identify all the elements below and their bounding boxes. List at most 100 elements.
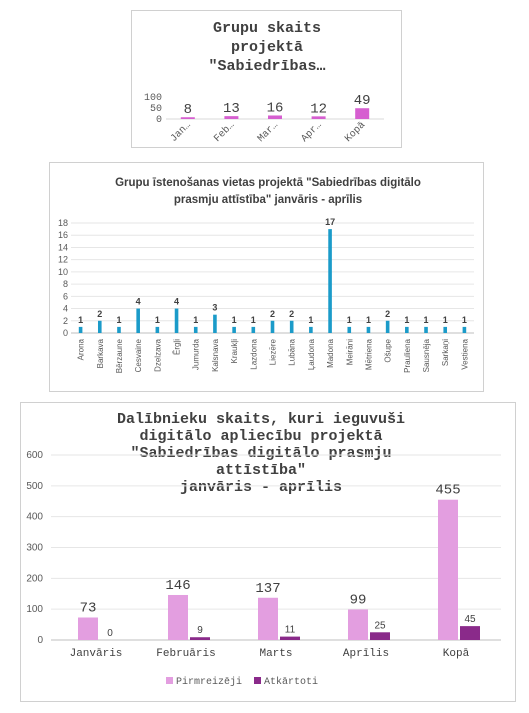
x-tick-label: Ērgļi — [173, 339, 182, 355]
bar — [405, 326, 409, 333]
bar — [289, 320, 294, 333]
bar-pirmreizeji — [348, 609, 368, 640]
bar-atkartoti — [280, 636, 300, 640]
bar — [78, 326, 83, 333]
data-label: 12 — [310, 101, 327, 117]
y-tick-label: 300 — [26, 543, 43, 554]
data-label: 2 — [270, 309, 275, 319]
y-tick-label: 0 — [156, 115, 162, 126]
chart-title-line: Grupu skaits — [213, 20, 321, 37]
data-label: 137 — [255, 581, 280, 597]
x-tick-label: Madona — [326, 338, 335, 367]
legend-label: Pirmreizēji — [176, 676, 242, 688]
bar-pirmreizeji — [438, 499, 458, 640]
bar — [251, 326, 256, 333]
bar-pirmreizeji — [258, 597, 278, 640]
bar — [232, 326, 236, 333]
x-tick-label: Meirāni — [345, 339, 354, 365]
x-tick-label: Kraukļi — [230, 339, 239, 364]
bar — [443, 326, 448, 333]
chart-group-locations-svg: Grupu īstenošanas vietas projektā "Sabie… — [58, 177, 474, 373]
x-tick-label: Dzelzava — [153, 338, 162, 371]
x-tick-label: Kalsnava — [211, 338, 220, 371]
bar — [117, 326, 121, 333]
data-label: 17 — [325, 217, 335, 227]
data-label: 11 — [285, 625, 296, 636]
y-tick-label: 14 — [58, 242, 68, 252]
x-tick-label: Jan… — [169, 120, 194, 145]
x-tick-label: Janvāris — [70, 648, 123, 660]
bar-pirmreizeji — [78, 617, 98, 640]
data-label: 1 — [155, 315, 160, 325]
x-tick-label: Mētriena — [364, 338, 373, 370]
data-label: 1 — [443, 315, 448, 325]
bar-atkartoti — [190, 637, 210, 640]
bar — [97, 320, 102, 333]
y-tick-label: 6 — [63, 291, 68, 301]
y-tick-label: 500 — [26, 481, 43, 492]
chart-title-line: Dalībnieku skaits, kuri ieguvuši — [117, 411, 405, 428]
bar — [424, 326, 428, 333]
chart-title-line: "Sabiedrības digitālo prasmju — [130, 445, 391, 462]
data-label: 25 — [374, 620, 386, 631]
legend-swatch — [254, 677, 261, 684]
x-tick-label: Liezēre — [269, 338, 278, 365]
y-tick-label: 200 — [26, 573, 43, 584]
data-label: 45 — [464, 614, 476, 625]
bar — [385, 320, 390, 333]
bar — [180, 117, 195, 119]
data-label: 2 — [385, 309, 390, 319]
y-tick-label: 0 — [63, 328, 68, 338]
data-label: 455 — [435, 483, 460, 499]
bar — [366, 326, 371, 333]
bar — [328, 229, 332, 333]
bar — [136, 308, 140, 333]
data-label: 1 — [308, 315, 313, 325]
y-tick-label: 100 — [26, 604, 43, 615]
x-tick-label: Ošupe — [384, 338, 393, 362]
legend-label: Atkārtoti — [264, 676, 318, 688]
bar — [213, 314, 217, 333]
data-label: 8 — [184, 102, 192, 118]
chart-title-line: Grupu īstenošanas vietas projektā "Sabie… — [115, 177, 421, 189]
data-label: 0 — [107, 628, 113, 639]
data-label: 1 — [404, 315, 409, 325]
y-tick-label: 50 — [150, 104, 162, 115]
x-tick-label: Vestiena — [460, 338, 469, 369]
data-label: 99 — [350, 592, 367, 608]
data-label: 49 — [354, 93, 371, 109]
bar — [155, 326, 160, 333]
x-tick-label: Barkava — [96, 338, 105, 368]
x-tick-label: Aprīlis — [343, 648, 389, 660]
chart-title-line: "Sabiedrības… — [208, 58, 325, 75]
data-label: 13 — [223, 101, 240, 117]
data-label: 73 — [80, 600, 97, 616]
x-tick-label: Sarkaņi — [441, 339, 450, 366]
data-label: 1 — [366, 315, 371, 325]
bar — [193, 326, 198, 333]
bar — [268, 115, 282, 119]
data-label: 16 — [267, 100, 284, 116]
chart-title-line: projektā — [231, 39, 303, 56]
x-tick-label: Apr… — [300, 120, 325, 145]
x-tick-label: Kopā — [443, 648, 470, 660]
y-tick-label: 16 — [58, 230, 68, 240]
y-tick-label: 600 — [26, 450, 43, 461]
bar-atkartoti — [370, 632, 390, 640]
bar — [462, 326, 467, 333]
y-tick-label: 0 — [37, 635, 43, 646]
data-label: 1 — [347, 315, 352, 325]
bar — [270, 320, 275, 333]
y-tick-label: 100 — [144, 93, 162, 104]
bar-pirmreizeji — [168, 594, 188, 640]
data-label: 3 — [212, 303, 217, 313]
x-tick-label: Bērzaune — [115, 338, 124, 373]
data-label: 1 — [424, 315, 429, 325]
y-tick-label: 8 — [63, 279, 68, 289]
data-label: 1 — [462, 315, 467, 325]
legend-swatch — [166, 677, 173, 684]
chart-group-count: Grupu skaits projektā "Sabiedrības… 0 50 100 8… — [131, 10, 402, 148]
x-tick-label: Jumurda — [192, 338, 201, 370]
x-tick-label: Praulienа — [403, 338, 412, 372]
bar — [174, 308, 179, 333]
